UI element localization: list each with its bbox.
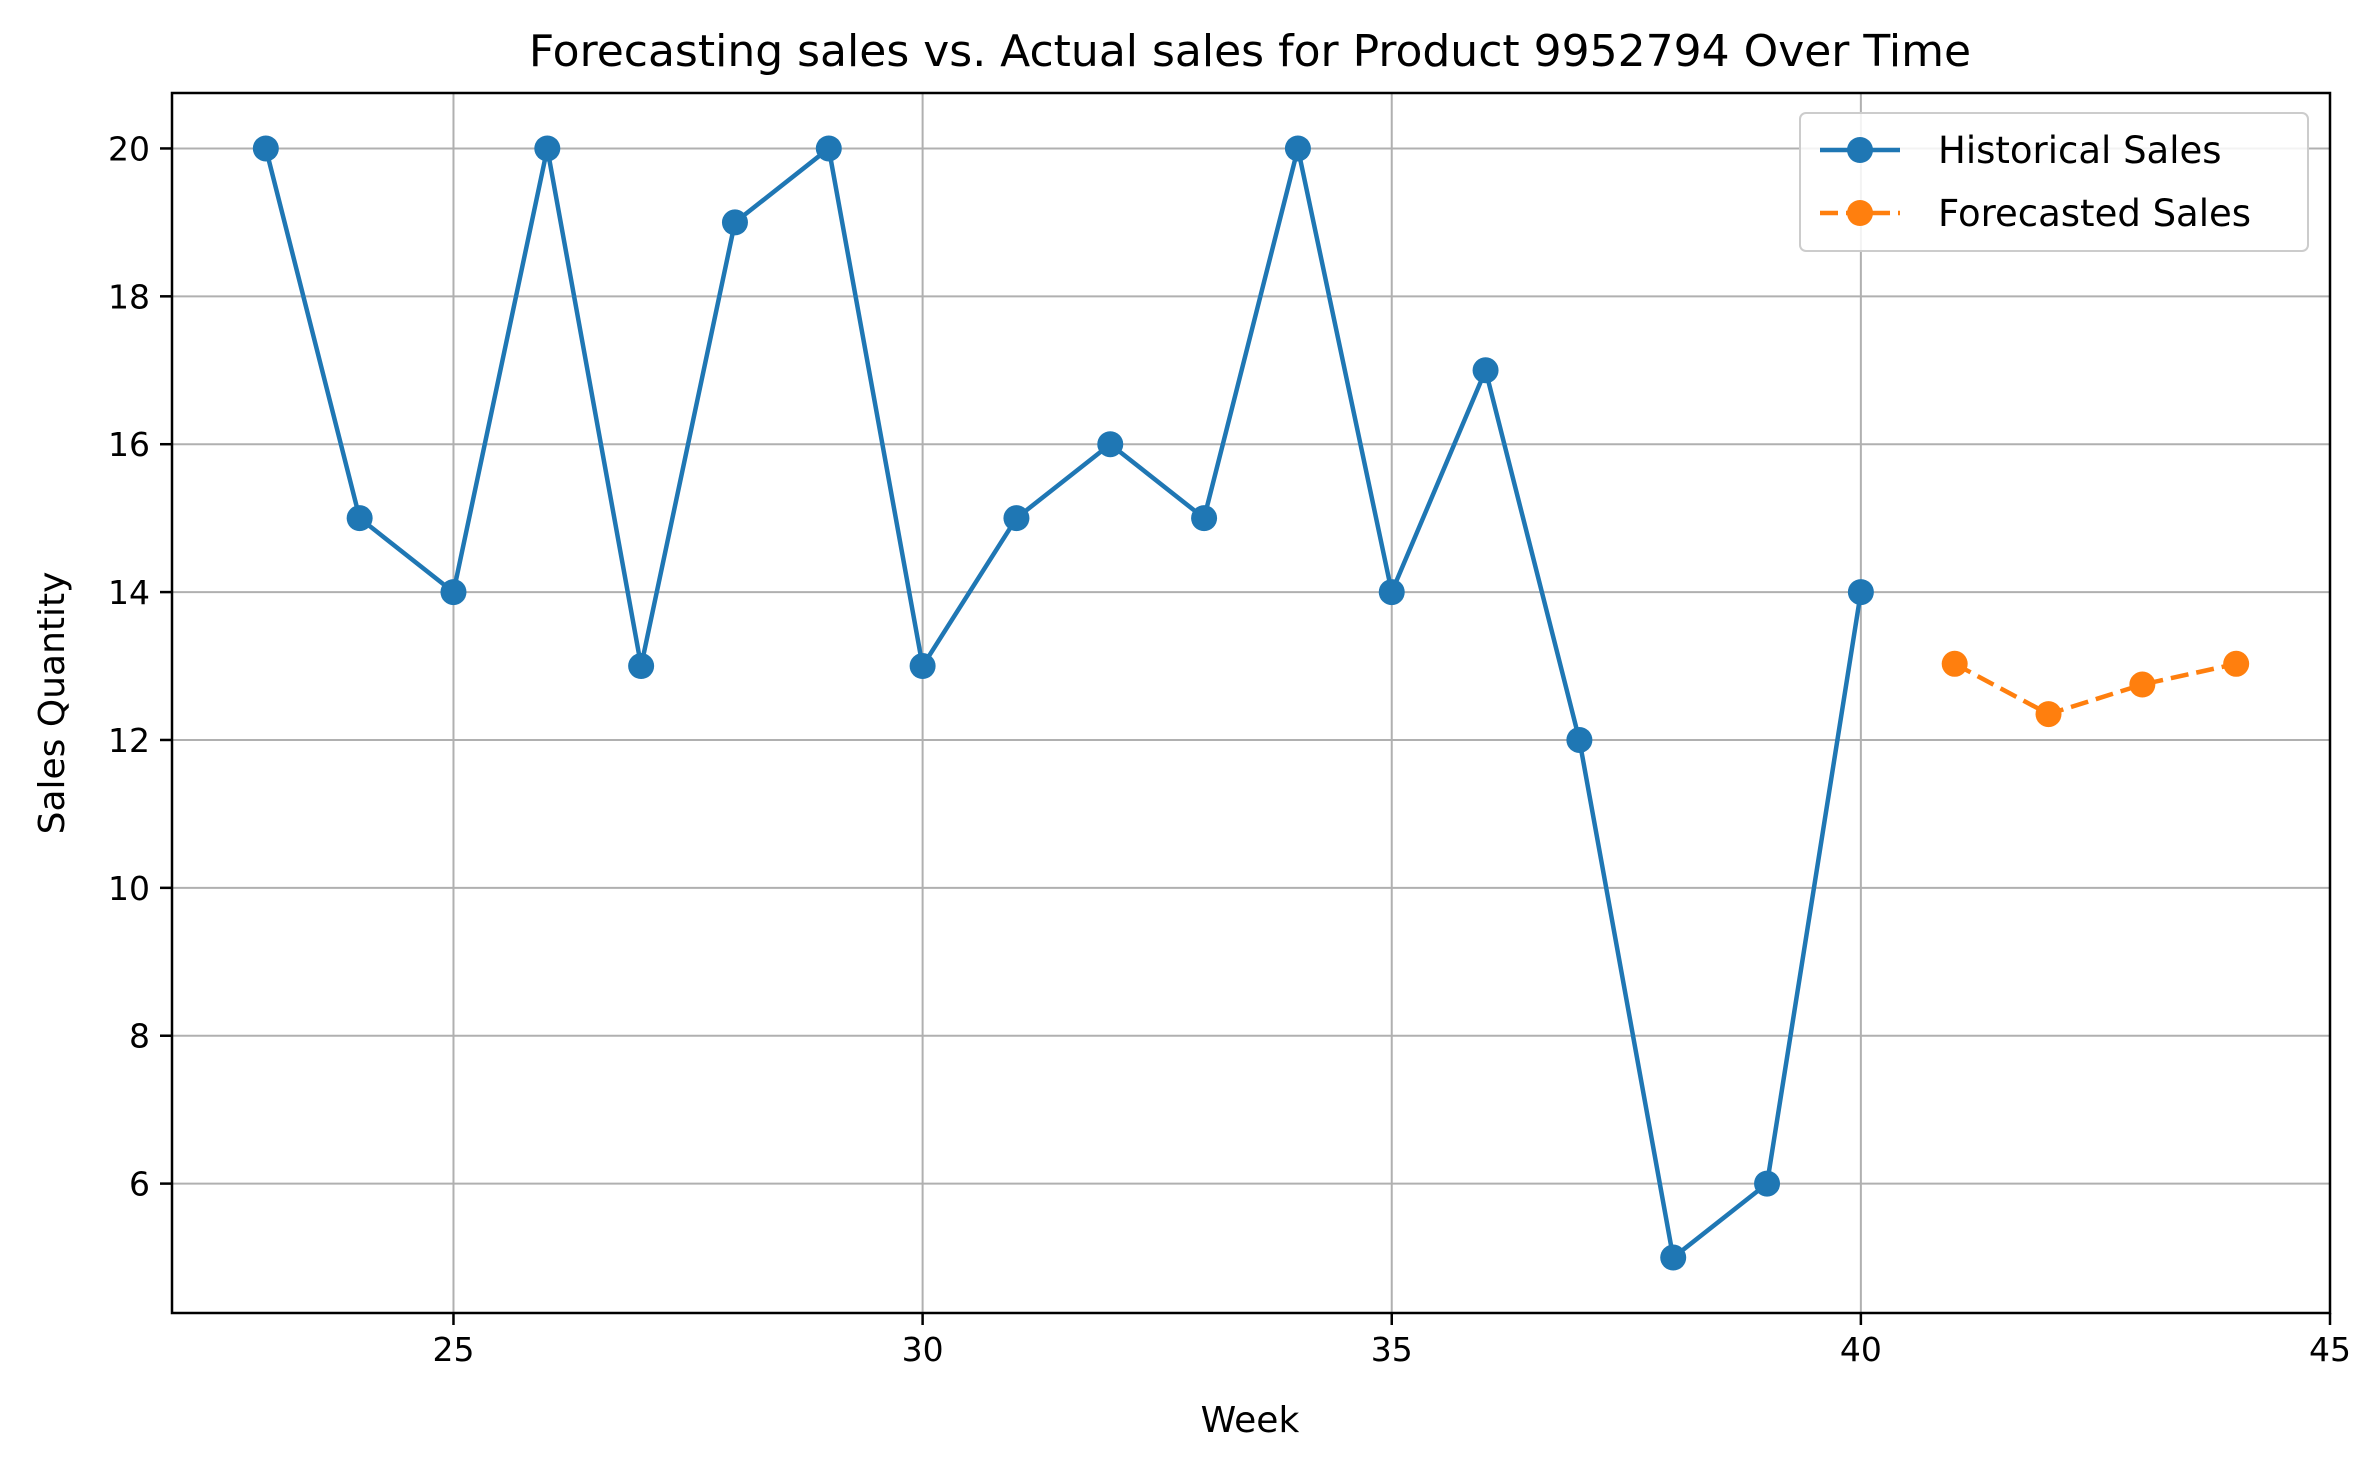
x-tick-label: 30	[902, 1330, 944, 1369]
data-point	[2035, 701, 2062, 728]
data-point	[440, 579, 467, 606]
y-axis-label: Sales Quantity	[32, 572, 73, 835]
series-line	[263, 146, 1864, 1260]
x-tick-label: 35	[1371, 1330, 1413, 1369]
x-tick-label: 45	[2309, 1330, 2351, 1369]
chart-title: Forecasting sales vs. Actual sales for P…	[529, 26, 1971, 77]
y-tick-label: 8	[129, 1017, 150, 1056]
data-point	[2223, 650, 2250, 677]
y-tick-label: 16	[108, 425, 150, 464]
axes: 25 30 35 40 45 6 8 10 12 14 16 18 20	[108, 91, 2351, 1369]
y-tick-label: 20	[108, 129, 150, 168]
data-point	[628, 653, 655, 680]
x-tick-label: 40	[1840, 1330, 1882, 1369]
series-layer	[252, 135, 2250, 1271]
data-point	[1847, 579, 1874, 606]
data-point	[252, 135, 279, 162]
data-point	[1566, 726, 1593, 753]
data-point	[1097, 431, 1124, 458]
x-axis-label: Week	[1201, 1400, 1300, 1441]
data-point	[721, 209, 748, 236]
x-tick-label: 25	[432, 1330, 474, 1369]
y-tick-label: 12	[108, 721, 150, 760]
y-tick-label: 14	[108, 573, 150, 612]
legend-label: Forecasted Sales	[1938, 192, 2251, 235]
data-point	[1378, 579, 1405, 606]
legend-swatch-marker	[1847, 200, 1873, 226]
data-point	[1191, 505, 1218, 532]
legend-item: Forecasted Sales	[1820, 192, 2251, 235]
data-point	[1472, 357, 1499, 384]
legend: Historical Sales Forecasted Sales	[1799, 112, 2309, 252]
data-point	[2129, 671, 2156, 698]
series-1	[1941, 650, 2250, 728]
data-point	[1003, 505, 1030, 532]
data-point	[909, 653, 936, 680]
legend-box	[1799, 112, 2309, 252]
legend-swatch-marker	[1847, 137, 1873, 163]
data-point	[534, 135, 561, 162]
data-point	[815, 135, 842, 162]
grid-lines	[172, 93, 2331, 1313]
legend-item: Historical Sales	[1820, 129, 2222, 172]
data-point	[1941, 650, 1968, 677]
y-tick-label: 18	[108, 277, 150, 316]
y-tick-label: 10	[108, 869, 150, 908]
series-0	[252, 135, 1874, 1271]
series-line	[1953, 661, 2237, 717]
y-tick-label: 6	[129, 1165, 150, 1204]
data-point	[1660, 1244, 1687, 1271]
legend-label: Historical Sales	[1938, 129, 2222, 172]
plot-frame	[170, 91, 2332, 1315]
data-point	[1284, 135, 1311, 162]
data-point	[1754, 1170, 1781, 1197]
data-point	[346, 505, 373, 532]
